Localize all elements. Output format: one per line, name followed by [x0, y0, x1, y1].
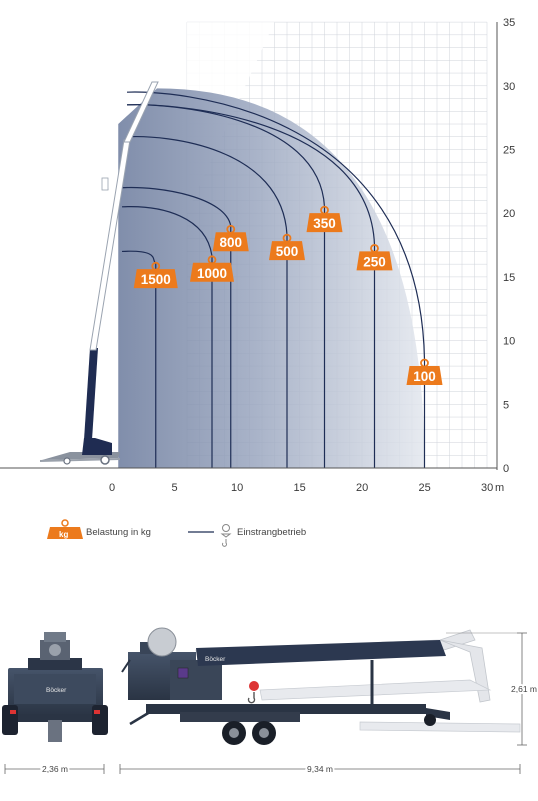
side-height-label: 2,61 m	[511, 684, 537, 694]
hook-icon	[220, 524, 232, 547]
load-badge-text: 250	[363, 254, 386, 269]
envelope-fill	[118, 88, 425, 469]
load-badge-text: 1000	[197, 266, 227, 281]
y-tick-label: 10	[503, 336, 515, 348]
reach-envelope	[118, 88, 425, 469]
y-tick-label: 35	[503, 17, 515, 29]
load-badge-text: 100	[413, 369, 436, 384]
y-tick-label: 30	[503, 81, 515, 93]
load-badge-text: 800	[219, 235, 242, 250]
side-view: Böcker 2,61 m 9,34 m	[119, 627, 538, 776]
load-badge-250: 250	[356, 243, 393, 271]
load-badges: 1500 1000 800 500 350 250 100	[133, 205, 443, 385]
y-tick-label: 0	[503, 463, 509, 475]
chart-axes	[0, 22, 498, 470]
x-tick-labels: 0 5 10 15 20 25 30	[109, 482, 493, 494]
legend-line-label: Einstrangbetrieb	[237, 527, 306, 538]
legend-badge-icon: kg	[47, 519, 83, 539]
x-axis-unit: m	[495, 482, 504, 494]
rear-view: Böcker 2,36 m	[2, 632, 108, 776]
load-curve-1000	[121, 206, 213, 468]
load-curve-250	[126, 104, 376, 468]
y-tick-label: 25	[503, 145, 515, 157]
load-badge-500: 500	[269, 233, 305, 261]
x-tick-label: 10	[231, 482, 243, 494]
x-tick-label: 15	[294, 482, 306, 494]
load-curve-800	[121, 186, 232, 468]
load-badge-text: 350	[313, 216, 336, 231]
y-tick-label: 5	[503, 399, 509, 411]
x-tick-label: 0	[109, 482, 115, 494]
x-tick-label: 30	[481, 482, 493, 494]
rear-width-label: 2,36 m	[42, 764, 68, 774]
load-curve-100	[126, 91, 426, 468]
load-badge-1500: 1500	[133, 261, 178, 289]
y-tick-label: 15	[503, 272, 515, 284]
load-badge-text: 1500	[141, 272, 171, 287]
y-tick-labels: 0 5 10 15 20 25 30 35	[503, 17, 515, 475]
load-badge-100: 100	[406, 358, 443, 385]
x-tick-label: 25	[419, 482, 431, 494]
load-badge-text: 500	[276, 244, 299, 259]
x-tick-label: 20	[356, 482, 368, 494]
load-badge-1000: 1000	[190, 255, 234, 282]
legend-badge-text: kg	[59, 530, 68, 539]
side-brand: Böcker	[205, 656, 226, 663]
load-curve-500	[126, 135, 288, 468]
x-tick-label: 5	[172, 482, 178, 494]
rear-brand: Böcker	[46, 687, 67, 694]
side-length-label: 9,34 m	[307, 764, 333, 774]
y-tick-label: 20	[503, 208, 515, 220]
legend: kg Belastung in kg Einstrangbetrieb	[47, 519, 306, 547]
load-badge-800: 800	[212, 224, 249, 252]
crane-silhouette	[39, 81, 159, 465]
legend-load-label: Belastung in kg	[86, 527, 151, 538]
load-badge-350: 350	[306, 205, 343, 233]
